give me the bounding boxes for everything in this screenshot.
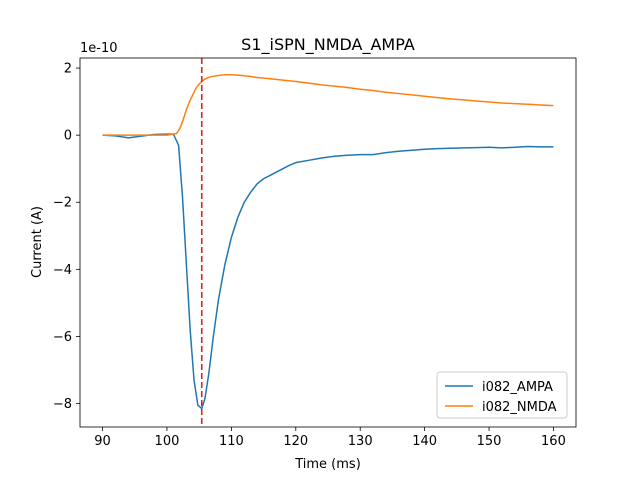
legend: i082_AMPA i082_NMDA [436, 371, 568, 419]
x-tick-label: 140 [412, 434, 437, 449]
axes-frame [79, 57, 577, 428]
y-axis-label: Current (A) [30, 206, 45, 278]
y-tick-label: −4 [53, 263, 72, 278]
x-tick-label: 130 [348, 434, 373, 449]
x-tick-label: 100 [155, 434, 180, 449]
x-tick-label: 160 [541, 434, 566, 449]
x-axis-label: Time (ms) [294, 457, 361, 472]
y-tick-label: 2 [64, 62, 72, 77]
plot-area: 90 100 110 120 130 140 150 160 −8 −6 −4 −2 0 2 [53, 57, 577, 449]
x-tick-label: 110 [219, 434, 244, 449]
x-tick-label: 90 [94, 434, 111, 449]
series-line-i082_NMDA [102, 74, 554, 136]
y-axis-offset-text: 1e-10 [80, 41, 118, 56]
chart-title: S1_iSPN_NMDA_AMPA [241, 35, 415, 55]
y-tick-label: −6 [53, 330, 72, 345]
y-tick-label: −8 [53, 397, 72, 412]
legend-label: i082_AMPA [482, 380, 553, 395]
x-tick-label: 150 [477, 434, 502, 449]
y-tick-label: 0 [64, 129, 72, 144]
series-line-i082_AMPA [102, 133, 554, 410]
x-tick-label: 120 [283, 434, 308, 449]
legend-label: i082_NMDA [482, 400, 557, 415]
y-tick-label: −2 [53, 196, 72, 211]
